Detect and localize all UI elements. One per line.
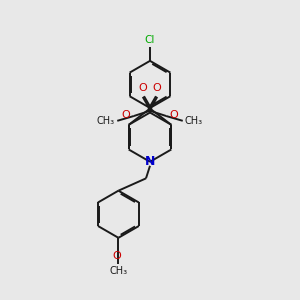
Text: CH₃: CH₃ bbox=[110, 266, 128, 276]
Text: Cl: Cl bbox=[145, 35, 155, 45]
Text: O: O bbox=[122, 110, 130, 120]
Text: O: O bbox=[153, 83, 161, 93]
Text: O: O bbox=[169, 110, 178, 120]
Text: O: O bbox=[113, 251, 122, 261]
Text: N: N bbox=[145, 155, 155, 168]
Text: O: O bbox=[139, 83, 147, 93]
Text: CH₃: CH₃ bbox=[185, 116, 203, 126]
Text: CH₃: CH₃ bbox=[97, 116, 115, 126]
